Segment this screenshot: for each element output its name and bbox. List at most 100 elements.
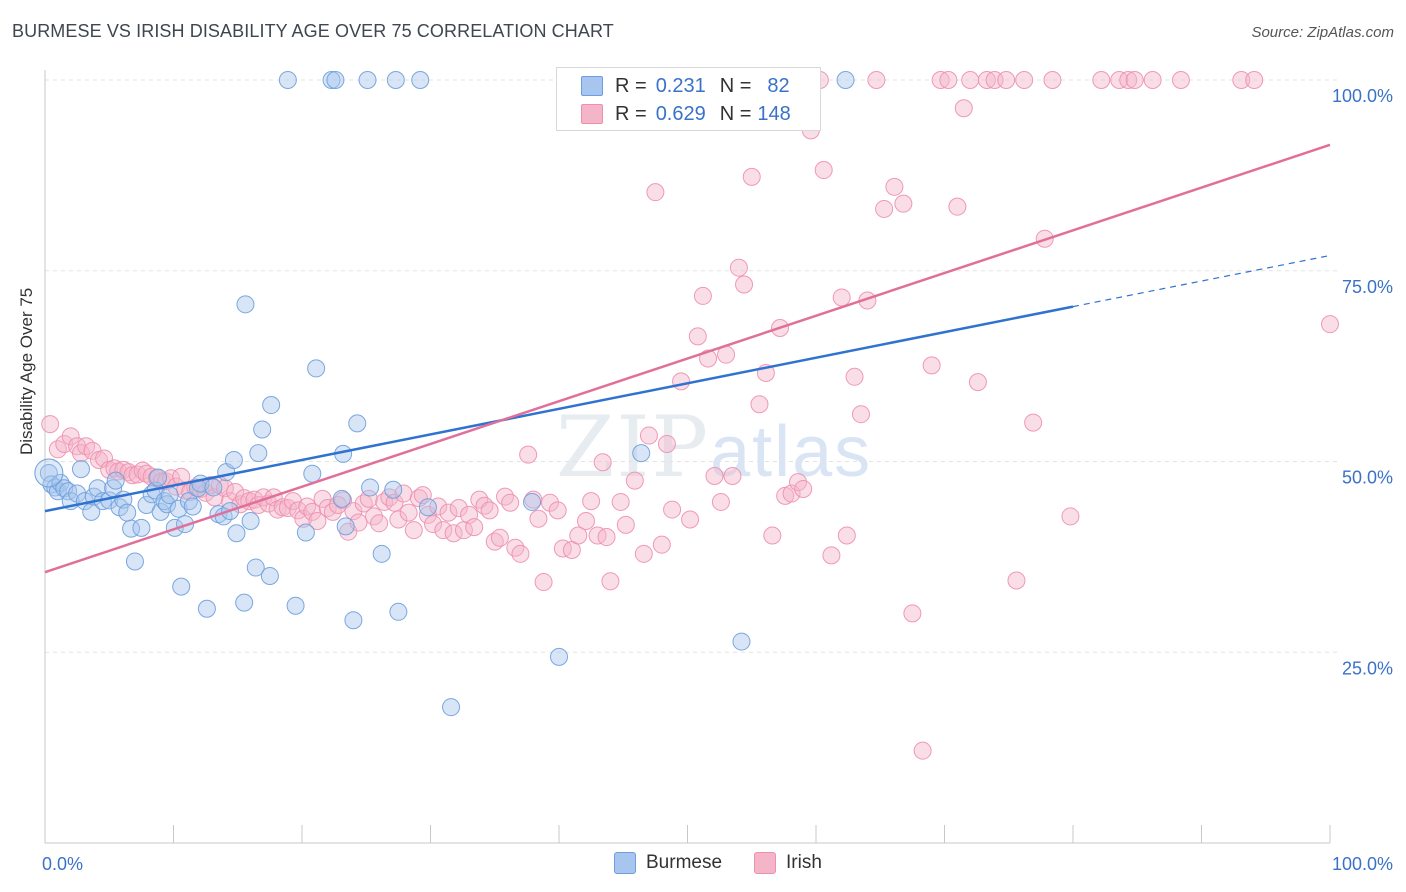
burmese-point: [169, 499, 188, 518]
irish-point: [894, 194, 913, 213]
irish-point: [41, 415, 60, 434]
irish-point: [652, 535, 671, 554]
burmese-point: [132, 518, 151, 537]
legend-r-value: 0.629: [655, 102, 706, 125]
burmese-point: [286, 596, 305, 615]
burmese-point: [278, 71, 297, 89]
legend-n-value: 148: [757, 102, 791, 125]
irish-point: [729, 258, 748, 277]
legend-item-irish[interactable]: Irish: [754, 852, 822, 874]
burmese-point: [227, 524, 246, 543]
irish-point: [1245, 71, 1264, 89]
burmese-point: [71, 460, 90, 479]
irish-point: [1143, 71, 1162, 89]
burmese-point: [326, 71, 345, 89]
x-tick-label: 100.0%: [1332, 854, 1393, 874]
burmese-point: [332, 489, 351, 508]
irish-point: [977, 71, 996, 89]
irish-point: [822, 546, 841, 565]
burmese-point: [344, 611, 363, 630]
irish-point: [465, 518, 484, 537]
irish-point: [449, 499, 468, 518]
burmese-point: [442, 698, 461, 717]
burmese-point: [82, 502, 101, 521]
burmese-point: [176, 515, 195, 534]
irish-point: [496, 487, 515, 506]
irish-point: [1061, 507, 1080, 526]
burmese-point: [246, 558, 265, 577]
y-tick-label: 25.0%: [1342, 658, 1393, 678]
burmese-point: [260, 566, 279, 585]
legend-n-label: N =: [719, 102, 752, 125]
burmese-point: [118, 503, 137, 522]
burmese-point: [204, 478, 223, 497]
burmese-point: [106, 471, 125, 490]
burmese-point: [358, 71, 377, 89]
irish-point: [657, 434, 676, 453]
irish-point: [885, 177, 904, 196]
burmese-point: [155, 492, 174, 511]
irish-point: [782, 484, 801, 503]
x-tick-label: 0.0%: [42, 854, 83, 874]
burmese-trend-line: [44, 305, 1074, 513]
burmese-point: [386, 71, 405, 89]
irish-point: [961, 71, 980, 89]
irish-point: [553, 539, 572, 558]
irish-point: [359, 489, 378, 508]
source-label: Source: ZipAtlas.com: [1251, 24, 1394, 41]
irish-point: [298, 497, 317, 516]
irish-point: [1171, 71, 1190, 89]
irish-point: [541, 493, 560, 512]
burmese-point: [197, 599, 216, 618]
irish-point: [389, 510, 408, 529]
burmese-point: [384, 480, 403, 499]
irish-point: [123, 466, 142, 485]
burmese-point: [296, 523, 315, 542]
irish-point: [1015, 71, 1034, 89]
irish-point: [501, 493, 520, 512]
burmese-point: [122, 519, 141, 538]
irish-point: [588, 526, 607, 545]
irish-point: [681, 510, 700, 529]
irish-point: [576, 512, 595, 531]
irish-point: [672, 372, 691, 391]
irish-point: [385, 493, 404, 512]
y-tick-label: 100.0%: [1332, 86, 1393, 106]
irish-point: [903, 604, 922, 623]
irish-point: [308, 512, 327, 531]
irish-point: [424, 515, 443, 534]
irish-point: [1007, 571, 1026, 590]
legend-item-burmese[interactable]: Burmese: [614, 852, 722, 874]
irish-point: [1125, 71, 1144, 89]
irish-point: [61, 427, 80, 446]
legend-n-value: 82: [767, 74, 790, 97]
burmese-point: [262, 396, 281, 415]
irish-point: [490, 528, 509, 547]
burmese-point: [224, 450, 243, 469]
burmese-point: [732, 632, 751, 651]
irish-point: [663, 500, 682, 519]
irish-point: [646, 183, 665, 202]
burmese-swatch: [614, 852, 636, 874]
burmese-point: [125, 552, 144, 571]
irish-point: [399, 503, 418, 522]
irish-point: [723, 466, 742, 485]
burmese-point: [523, 492, 542, 511]
irish-point: [634, 544, 653, 563]
irish-point: [763, 526, 782, 545]
burmese-point: [183, 497, 202, 516]
legend-label-burmese: Burmese: [646, 852, 723, 873]
irish-point: [625, 471, 644, 490]
irish-point: [794, 479, 813, 498]
irish-point: [705, 466, 724, 485]
burmese-swatch: [581, 76, 603, 96]
irish-point: [548, 501, 567, 520]
irish-point: [303, 502, 322, 521]
irish-point: [593, 453, 612, 472]
irish-point: [814, 161, 833, 180]
irish-point: [742, 167, 761, 186]
burmese-point: [418, 498, 437, 517]
irish-point: [344, 502, 363, 521]
stats-legend: R = 0.231 N = 82 R = 0.629 N = 148: [556, 67, 821, 131]
irish-point: [534, 573, 553, 592]
